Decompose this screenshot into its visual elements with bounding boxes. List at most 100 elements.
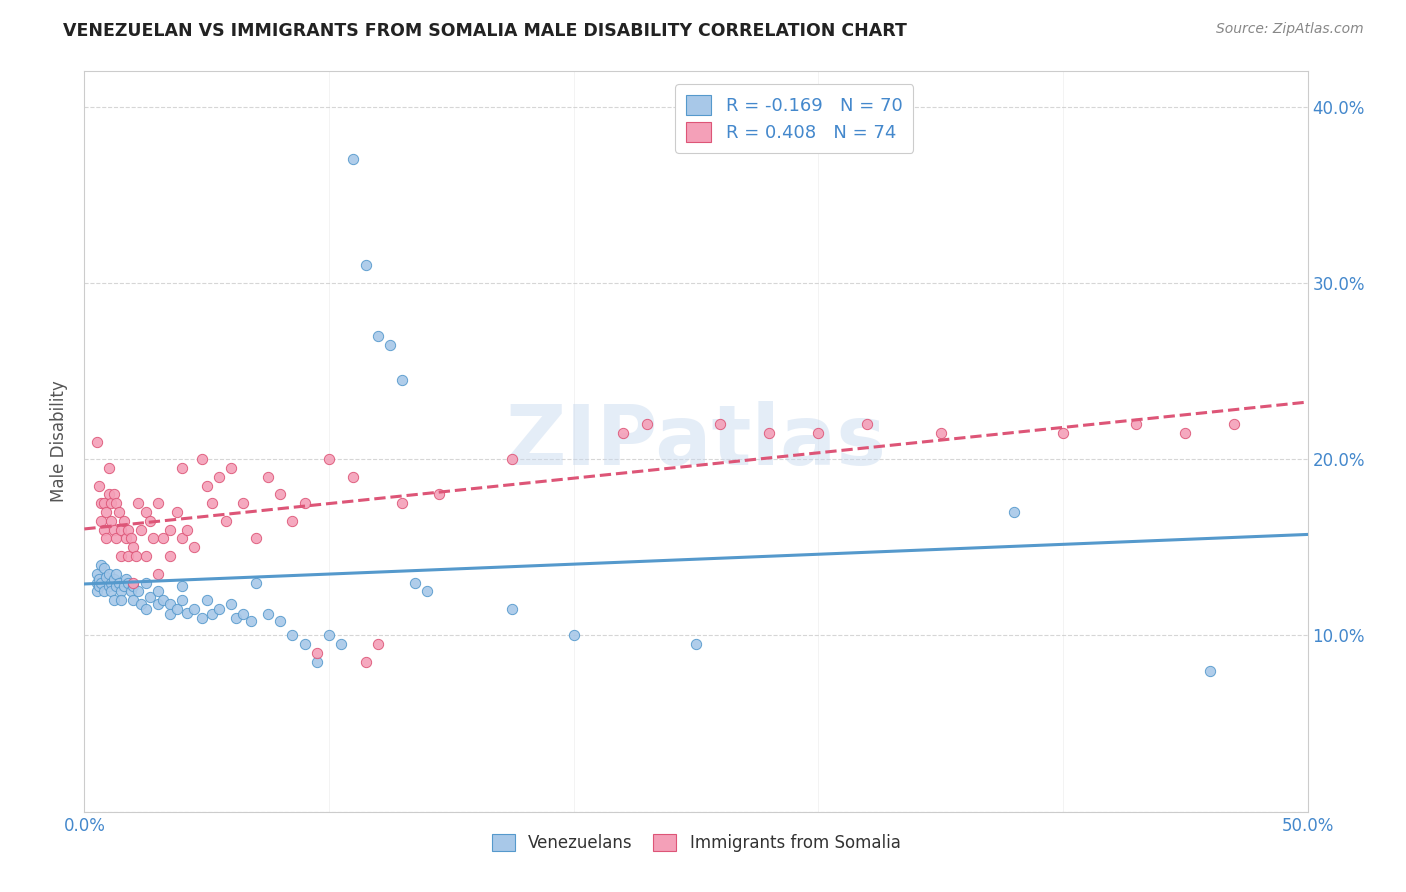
Point [117,549,139,563]
Point [330,637,353,651]
Point [380,337,402,351]
Point [269,487,291,501]
Point [294,496,316,510]
Point [100,584,122,599]
Point [115,532,138,546]
Point [342,153,364,167]
Point [152,593,174,607]
Point [208,602,231,616]
Point [86,584,108,599]
Point [200,496,222,510]
Point [562,628,585,642]
Point [219,597,242,611]
Point [225,611,247,625]
Point [215,514,238,528]
Point [612,425,634,440]
Point [97,487,120,501]
Point [103,593,125,607]
Point [110,584,132,599]
Point [191,452,214,467]
Point [208,470,231,484]
Point [139,514,162,528]
Point [122,541,145,555]
Point [269,615,291,629]
Point [404,575,426,590]
Point [100,514,122,528]
Point [685,637,707,651]
Point [1174,425,1197,440]
Point [354,655,377,669]
Point [97,566,120,581]
Point [122,593,145,607]
Point [86,434,108,449]
Point [195,478,218,492]
Point [93,496,115,510]
Point [120,584,142,599]
Point [354,258,377,272]
Point [127,496,149,510]
Point [281,514,304,528]
Point [93,561,115,575]
Point [135,602,157,616]
Point [232,607,254,622]
Point [105,579,128,593]
Point [1223,417,1246,431]
Point [166,602,188,616]
Text: VENEZUELAN VS IMMIGRANTS FROM SOMALIA MALE DISABILITY CORRELATION CHART: VENEZUELAN VS IMMIGRANTS FROM SOMALIA MA… [63,22,907,40]
Point [90,558,112,572]
Point [294,637,316,651]
Point [122,575,145,590]
Point [110,593,132,607]
Point [105,496,128,510]
Point [305,646,328,660]
Point [139,590,162,604]
Point [1002,505,1025,519]
Point [93,584,115,599]
Point [96,532,118,546]
Point [117,575,139,590]
Point [367,328,389,343]
Point [183,602,205,616]
Point [172,461,194,475]
Point [125,549,148,563]
Point [427,487,450,501]
Point [135,575,157,590]
Point [135,505,157,519]
Point [87,572,110,586]
Point [97,461,120,475]
Point [367,637,389,651]
Point [1052,425,1074,440]
Point [90,575,112,590]
Point [391,373,413,387]
Point [1198,664,1220,678]
Point [176,523,198,537]
Point [195,593,218,607]
Point [97,579,120,593]
Point [305,655,328,669]
Point [502,452,524,467]
Point [122,579,145,593]
Point [146,566,169,581]
Point [166,505,188,519]
Point [127,584,149,599]
Point [159,597,181,611]
Point [90,514,112,528]
Point [135,549,157,563]
Y-axis label: Male Disability: Male Disability [51,381,69,502]
Point [636,417,658,431]
Point [146,496,169,510]
Point [152,532,174,546]
Text: ZIPatlas: ZIPatlas [506,401,886,482]
Point [172,532,194,546]
Point [103,572,125,586]
Legend: Venezuelans, Immigrants from Somalia: Venezuelans, Immigrants from Somalia [485,828,907,859]
Point [86,575,108,590]
Point [100,496,122,510]
Point [245,575,267,590]
Point [87,579,110,593]
Point [416,584,439,599]
Point [86,566,108,581]
Point [90,496,112,510]
Text: Source: ZipAtlas.com: Source: ZipAtlas.com [1216,22,1364,37]
Point [107,505,129,519]
